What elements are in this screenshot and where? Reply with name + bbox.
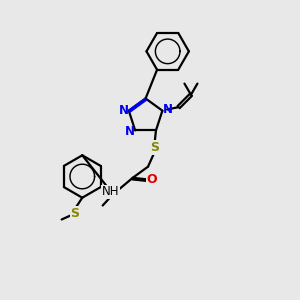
- Text: N: N: [163, 103, 173, 116]
- Text: NH: NH: [102, 185, 119, 198]
- Text: N: N: [125, 125, 135, 138]
- Text: O: O: [147, 173, 158, 186]
- Text: S: S: [70, 206, 80, 220]
- Text: S: S: [150, 141, 159, 154]
- Text: N: N: [118, 104, 128, 117]
